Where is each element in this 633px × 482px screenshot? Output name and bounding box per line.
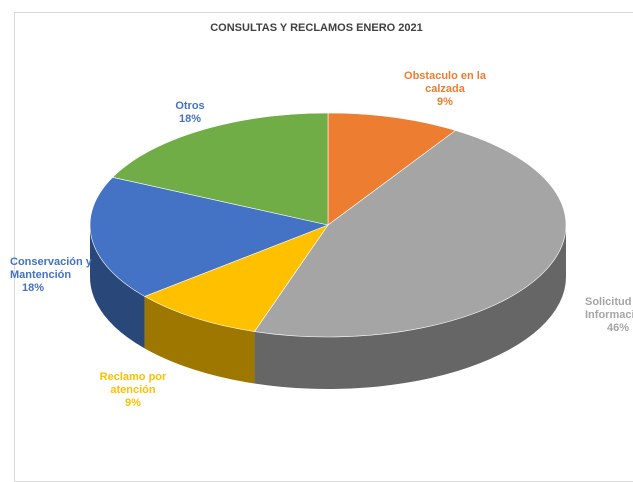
data-label-solicitud: Solicitud de Información 46% bbox=[585, 296, 633, 335]
data-label-conservacion-line1: Conservación y bbox=[10, 256, 92, 268]
data-label-reclamo: Reclamo por atención 9% bbox=[78, 371, 188, 410]
data-label-conservacion-pct: 18% bbox=[22, 282, 45, 294]
data-label-otros: Otros 18% bbox=[150, 100, 230, 126]
data-label-conservacion: Conservación y Mantención 18% bbox=[10, 256, 120, 295]
pie-slice-2 bbox=[143, 224, 329, 332]
data-label-obstaculo-pct: 9% bbox=[437, 96, 453, 108]
pie-slice-3 bbox=[89, 176, 330, 297]
pie-side-3 bbox=[90, 225, 145, 349]
pie-slice-1 bbox=[253, 130, 567, 338]
data-label-obstaculo-line1: Obstaculo en la bbox=[404, 70, 486, 82]
data-label-reclamo-pct: 9% bbox=[125, 397, 141, 409]
pie-side-1 bbox=[254, 225, 566, 390]
pie-chart bbox=[89, 112, 567, 390]
data-label-otros-pct: 18% bbox=[178, 113, 202, 125]
data-label-solicitud-line2: Información bbox=[585, 309, 633, 321]
pie-side-2 bbox=[144, 296, 255, 384]
pie-slice-4 bbox=[112, 112, 329, 226]
chart-title: CONSULTAS Y RECLAMOS ENERO 2021 bbox=[210, 22, 423, 34]
data-label-obstaculo-line2: calzada bbox=[425, 83, 465, 95]
data-label-reclamo-line1: Reclamo por bbox=[99, 371, 167, 383]
data-label-otros-line1: Otros bbox=[175, 100, 205, 112]
data-label-reclamo-line2: atención bbox=[110, 384, 156, 396]
data-label-conservacion-line2: Mantención bbox=[10, 269, 72, 281]
pie-slice-0 bbox=[327, 112, 457, 226]
data-label-obstaculo: Obstaculo en la calzada 9% bbox=[375, 70, 515, 109]
data-label-solicitud-pct: 46% bbox=[607, 322, 630, 334]
data-label-solicitud-line1: Solicitud de bbox=[585, 296, 633, 308]
